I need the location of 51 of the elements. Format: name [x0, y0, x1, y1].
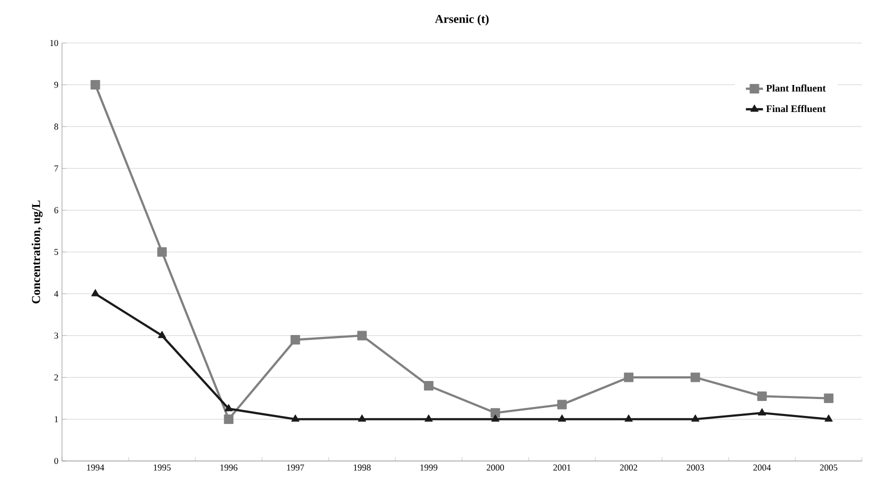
x-tick-label: 2000 [486, 464, 504, 471]
y-tick-label: 2 [54, 374, 58, 380]
x-tick-label: 1994 [87, 464, 104, 471]
x-tick-label: 2002 [620, 464, 638, 471]
y-tick-label: 4 [54, 290, 58, 297]
point [224, 404, 233, 412]
y-tick-label: 9 [54, 82, 58, 88]
y-axis-title: Concentration, ug/L [32, 200, 43, 304]
x-tick-label: 2001 [553, 464, 570, 471]
y-tick-label: 6 [54, 207, 58, 214]
point [424, 414, 433, 422]
point [758, 408, 766, 416]
point [424, 381, 434, 390]
point [558, 414, 566, 422]
point [824, 394, 834, 404]
point [824, 414, 833, 422]
chart-title: Arsenic (t) [434, 14, 489, 26]
point [91, 289, 100, 296]
point [158, 330, 166, 338]
point [691, 414, 700, 422]
legend-label: Final Effluent [766, 104, 826, 112]
point [624, 372, 634, 382]
y-tick-label: 5 [54, 248, 58, 255]
point [291, 414, 300, 422]
x-tick-label: 2003 [686, 464, 704, 471]
y-tick-label: 0 [54, 458, 58, 464]
point [557, 400, 567, 410]
point [490, 408, 500, 418]
y-tick-label: 7 [54, 165, 58, 172]
point [157, 247, 167, 257]
y-tick-label: 8 [54, 124, 58, 130]
point [357, 330, 367, 340]
point [290, 335, 300, 345]
point [690, 372, 700, 382]
x-tick-label: 1998 [354, 464, 371, 471]
y-tick-label: 10 [50, 40, 58, 46]
x-tick-label: 1996 [220, 464, 238, 471]
y-tick-label: 1 [54, 416, 58, 422]
point [624, 414, 633, 422]
x-tick-label: 1995 [154, 464, 171, 471]
point [90, 80, 100, 90]
point [491, 414, 500, 422]
legend-label: Plant Influent [766, 84, 826, 92]
point [358, 414, 366, 422]
x-tick-label: 2004 [753, 464, 771, 471]
x-tick-label: 1997 [287, 464, 304, 471]
x-tick-label: 1999 [420, 464, 438, 471]
point [757, 391, 767, 401]
y-tick-label: 3 [54, 332, 58, 339]
point [224, 414, 234, 424]
x-tick-label: 2005 [820, 464, 838, 471]
